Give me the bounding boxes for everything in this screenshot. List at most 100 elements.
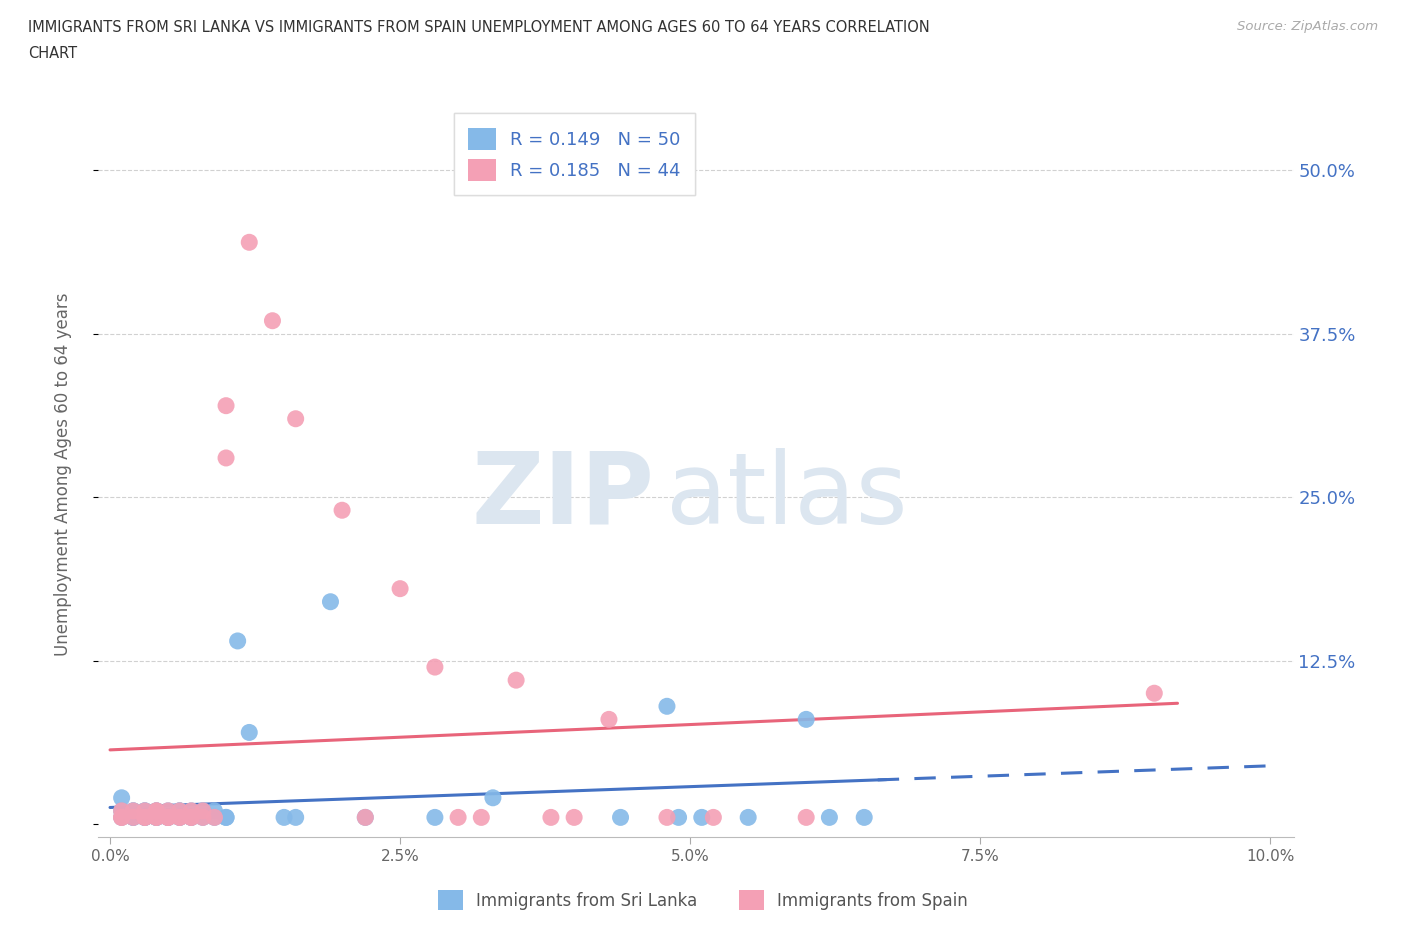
Point [284,411,307,426]
Point [215,398,238,413]
Point [354,810,377,825]
Point [169,804,191,818]
Point [655,698,678,713]
Point [111,790,134,805]
Point [157,810,180,825]
Point [111,810,134,825]
Point [737,810,759,825]
Point [145,810,167,825]
Point [354,810,377,825]
Point [157,804,180,818]
Point [111,804,134,818]
Point [122,804,145,818]
Point [423,810,446,825]
Point [180,810,202,825]
Point [180,810,202,825]
Point [609,810,631,825]
Point [169,810,191,825]
Point [122,804,145,818]
Point [262,313,284,328]
Point [134,810,156,825]
Point [215,810,238,825]
Point [169,810,191,825]
Point [702,810,724,825]
Point [655,810,678,825]
Point [562,810,585,825]
Point [145,810,167,825]
Text: Source: ZipAtlas.com: Source: ZipAtlas.com [1237,20,1378,33]
Point [204,810,226,825]
Point [470,810,492,825]
Point [145,810,167,825]
Point [134,804,156,818]
Text: ZIP: ZIP [471,447,654,545]
Point [482,790,505,805]
Point [169,804,191,818]
Point [122,804,145,818]
Point [134,810,156,825]
Point [134,804,156,818]
Point [145,804,167,818]
Point [157,810,180,825]
Text: atlas: atlas [666,447,908,545]
Point [191,810,214,825]
Point [447,810,470,825]
Point [180,804,202,818]
Point [1143,685,1166,700]
Point [191,804,214,818]
Point [540,810,562,825]
Text: CHART: CHART [28,46,77,61]
Point [238,725,260,740]
Point [111,810,134,825]
Point [180,810,202,825]
Point [389,581,412,596]
Point [122,810,145,825]
Point [145,804,167,818]
Point [134,810,156,825]
Point [157,810,180,825]
Point [273,810,295,825]
Point [169,810,191,825]
Point [157,810,180,825]
Point [505,672,527,687]
Point [284,810,307,825]
Point [169,810,191,825]
Legend: R = 0.149   N = 50, R = 0.185   N = 44: R = 0.149 N = 50, R = 0.185 N = 44 [454,113,695,195]
Point [668,810,690,825]
Point [157,810,180,825]
Legend: Immigrants from Sri Lanka, Immigrants from Spain: Immigrants from Sri Lanka, Immigrants fr… [432,884,974,917]
Point [111,804,134,818]
Point [191,804,214,818]
Point [180,810,202,825]
Point [122,810,145,825]
Point [690,810,713,825]
Point [238,235,260,250]
Point [226,633,249,648]
Point [134,810,156,825]
Point [157,804,180,818]
Text: IMMIGRANTS FROM SRI LANKA VS IMMIGRANTS FROM SPAIN UNEMPLOYMENT AMONG AGES 60 TO: IMMIGRANTS FROM SRI LANKA VS IMMIGRANTS … [28,20,929,35]
Point [818,810,841,825]
Point [215,810,238,825]
Point [111,810,134,825]
Point [122,810,145,825]
Point [853,810,876,825]
Point [319,594,342,609]
Point [180,804,202,818]
Point [145,810,167,825]
Point [191,810,214,825]
Point [145,804,167,818]
Point [330,503,353,518]
Point [145,810,167,825]
Point [134,804,156,818]
Point [204,804,226,818]
Point [134,810,156,825]
Point [215,450,238,465]
Point [204,810,226,825]
Point [169,804,191,818]
Point [598,712,620,727]
Point [157,810,180,825]
Point [145,804,167,818]
Point [794,712,817,727]
Point [794,810,817,825]
